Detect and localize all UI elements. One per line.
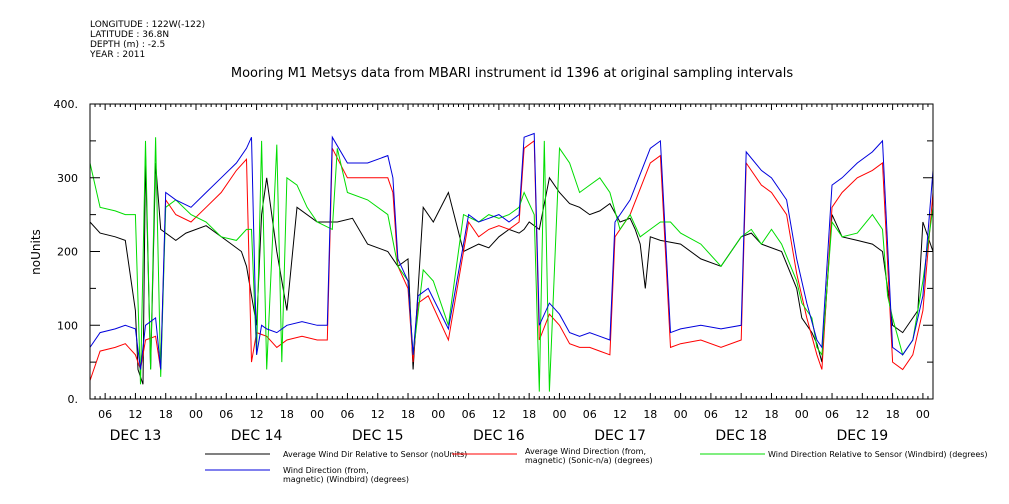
x-tick-label: 00 xyxy=(310,408,324,421)
x-tick-label: 00 xyxy=(916,408,930,421)
series-line-1 xyxy=(89,155,934,385)
x-tick-label: 18 xyxy=(764,408,778,421)
chart-title: Mooring M1 Metsys data from MBARI instru… xyxy=(230,66,794,81)
x-tick-label: 12 xyxy=(613,408,627,421)
x-tick-label: 12 xyxy=(250,408,264,421)
day-label: DEC 18 xyxy=(715,428,767,444)
plot-frame xyxy=(89,103,934,400)
legend: Average Wind Dir Relative to Sensor (noU… xyxy=(205,447,988,484)
axis-ticks xyxy=(89,103,934,400)
x-tick-label: 00 xyxy=(674,408,688,421)
series-line-2 xyxy=(89,139,934,381)
series-line-4 xyxy=(89,132,934,370)
x-tick-label: 06 xyxy=(219,408,233,421)
x-tick-label: 06 xyxy=(704,408,718,421)
plot-lines xyxy=(89,132,934,392)
x-tick-label: 06 xyxy=(583,408,597,421)
y-tick-label: 0. xyxy=(68,393,79,406)
day-label: DEC 14 xyxy=(231,428,283,444)
x-tick-label: 18 xyxy=(401,408,415,421)
axis-labels: 06 12 18 00 06 12 18 00 06 12 18 00 06 12 18 00 06 12 18 00… xyxy=(54,98,930,444)
x-tick-label: 12 xyxy=(734,408,748,421)
x-tick-label: 18 xyxy=(643,408,657,421)
legend-label-3: Wind Direction Relative to Sensor (Windb… xyxy=(768,450,988,459)
year-label: YEAR : 2011 xyxy=(90,50,146,60)
x-tick-label: 00 xyxy=(552,408,566,421)
x-tick-label: 18 xyxy=(159,408,173,421)
day-label: DEC 16 xyxy=(473,428,525,444)
x-tick-label: 00 xyxy=(795,408,809,421)
legend-label-2b: magnetic) (Sonic-n/a) (degrees) xyxy=(525,456,653,465)
day-label: DEC 19 xyxy=(836,428,888,444)
day-label: DEC 13 xyxy=(110,428,162,444)
latitude-label: LATITUDE : 36.8N xyxy=(90,30,170,40)
metadata-block: LONGITUDE : 122W(-122) LATITUDE : 36.8N … xyxy=(90,20,205,60)
x-tick-label: 00 xyxy=(431,408,445,421)
y-axis-label: noUnits xyxy=(29,229,43,275)
x-tick-label: 18 xyxy=(886,408,900,421)
y-tick-label: 200 xyxy=(57,246,78,259)
day-label: DEC 17 xyxy=(594,428,646,444)
x-tick-label: 06 xyxy=(462,408,476,421)
x-tick-label: 00 xyxy=(189,408,203,421)
legend-label-4a: Wind Direction (from, xyxy=(283,466,369,475)
y-tick-label: 100 xyxy=(57,319,78,332)
x-tick-label: 06 xyxy=(98,408,112,421)
x-tick-label: 18 xyxy=(522,408,536,421)
x-tick-label: 12 xyxy=(128,408,142,421)
legend-label-2a: Average Wind Direction (from, xyxy=(525,447,646,456)
x-tick-label: 06 xyxy=(340,408,354,421)
y-tick-label: 300 xyxy=(57,172,78,185)
legend-label-4b: magnetic) (Windbird) (degrees) xyxy=(283,475,409,484)
series-line-3 xyxy=(89,137,934,392)
legend-label-1: Average Wind Dir Relative to Sensor (noU… xyxy=(283,450,467,459)
y-tick-label: 400. xyxy=(54,98,79,111)
day-label: DEC 15 xyxy=(352,428,404,444)
x-tick-label: 18 xyxy=(280,408,294,421)
x-tick-label: 06 xyxy=(825,408,839,421)
longitude-label: LONGITUDE : 122W(-122) xyxy=(90,20,206,30)
x-tick-label: 12 xyxy=(492,408,506,421)
depth-label: DEPTH (m) : -2.5 xyxy=(90,40,166,50)
x-tick-label: 12 xyxy=(371,408,385,421)
x-tick-label: 12 xyxy=(855,408,869,421)
